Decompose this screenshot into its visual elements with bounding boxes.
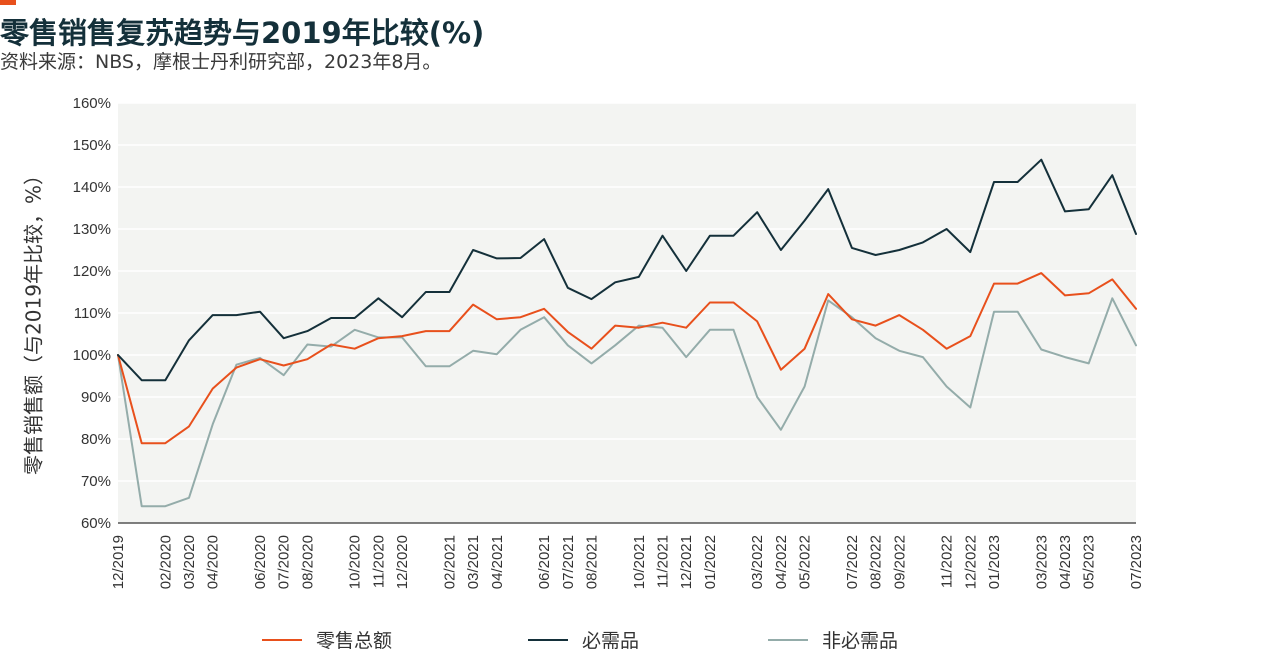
series-line-0 — [117, 272, 1137, 445]
y-tick-label: 70% — [81, 473, 111, 490]
x-tick-label: 08/2021 — [583, 535, 600, 589]
y-tick-label: 80% — [81, 431, 111, 448]
x-tick-label: 12/2020 — [394, 535, 411, 589]
x-tick-label: 07/2023 — [1128, 535, 1145, 589]
x-tick-label: 02/2021 — [441, 535, 458, 589]
x-tick-label: 03/2021 — [465, 535, 482, 589]
series-lines — [117, 158, 1137, 508]
x-tick-label: 01/2022 — [702, 535, 719, 589]
accent-bar — [0, 0, 16, 5]
y-tick-label: 60% — [81, 515, 111, 532]
x-tick-label: 05/2023 — [1081, 535, 1098, 589]
x-tick-label: 06/2021 — [536, 535, 553, 589]
x-tick-label: 11/2020 — [370, 535, 387, 588]
x-tick-label: 11/2021 — [655, 535, 672, 588]
x-tick-label: 09/2022 — [891, 535, 908, 589]
x-tick-label: 03/2023 — [1033, 535, 1050, 589]
y-tick-label: 130% — [73, 221, 111, 238]
x-tick-label: 07/2021 — [560, 535, 577, 589]
legend-label-total-retail: 零售总额 — [316, 630, 393, 652]
x-tick-label: 07/2022 — [844, 535, 861, 589]
x-tick-label: 10/2020 — [347, 535, 364, 589]
x-tick-label: 10/2021 — [631, 535, 648, 589]
x-tick-label: 01/2023 — [986, 535, 1003, 589]
x-tick-label: 12/2022 — [962, 535, 979, 589]
x-tick-label: 07/2020 — [276, 535, 293, 589]
x-tick-label: 08/2022 — [868, 535, 885, 589]
x-tick-label: 03/2020 — [181, 535, 198, 589]
x-tick-label: 11/2022 — [939, 535, 956, 588]
y-tick-label: 150% — [73, 137, 111, 154]
x-tick-label: 05/2022 — [797, 535, 814, 589]
x-tick-label: 04/2021 — [489, 535, 506, 589]
legend-item-non-essentials: 非必需品 — [768, 626, 898, 653]
x-tick-label: 12/2019 — [110, 535, 127, 589]
legend-label-essentials: 必需品 — [582, 630, 640, 652]
legend-swatch-non-essentials — [768, 638, 808, 641]
legend: 零售总额 必需品 非必需品 — [0, 626, 1263, 656]
y-tick-label: 160% — [73, 95, 111, 112]
legend-item-total-retail: 零售总额 — [262, 626, 392, 653]
x-tick-label: 04/2022 — [773, 535, 790, 589]
x-tick-label: 12/2021 — [678, 535, 695, 589]
legend-swatch-total-retail — [262, 638, 302, 641]
y-tick-label: 100% — [73, 347, 111, 364]
x-axis-ticks: 12/2019 02/2020 03/2020 04/2020 06/2020 07/20… — [110, 535, 1145, 589]
y-tick-label: 120% — [73, 263, 111, 280]
x-tick-label: 04/2023 — [1057, 535, 1074, 589]
chart-source: 资料来源：NBS，摩根士丹利研究部，2023年8月。 — [0, 51, 442, 73]
x-tick-label: 03/2022 — [749, 535, 766, 589]
y-tick-label: 140% — [73, 179, 111, 196]
series-line-2 — [117, 297, 1137, 508]
legend-item-essentials: 必需品 — [528, 626, 639, 653]
x-tick-label: 02/2020 — [157, 535, 174, 589]
gridlines — [118, 102, 1136, 482]
x-tick-label: 06/2020 — [252, 535, 269, 589]
legend-label-non-essentials: 非必需品 — [822, 630, 899, 652]
chart-title: 零售销售复苏趋势与2019年比较(%) — [0, 16, 485, 50]
y-tick-label: 90% — [81, 389, 111, 406]
legend-swatch-essentials — [528, 638, 568, 641]
y-tick-label: 110% — [74, 305, 111, 322]
x-tick-label: 08/2020 — [299, 535, 316, 589]
x-tick-label: 04/2020 — [205, 535, 222, 589]
y-axis-ticks: 60% 70% 80% 90% 100% 110% 120% 130% 140% 150% 160% — [73, 95, 111, 532]
series-line-1 — [117, 158, 1137, 382]
